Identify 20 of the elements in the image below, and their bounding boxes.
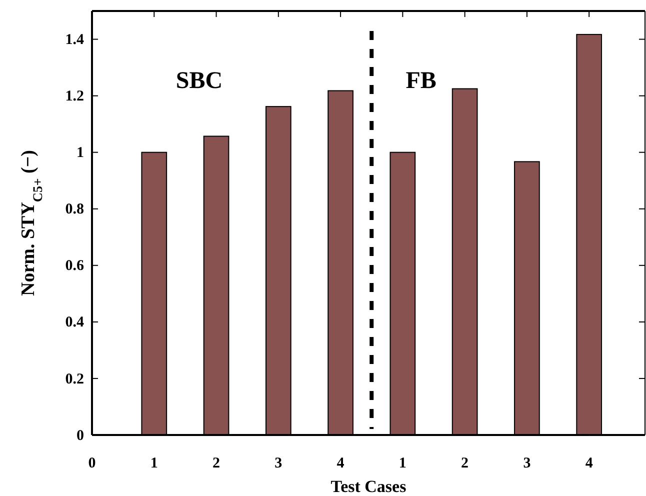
- x-tick-label: 0: [88, 456, 96, 472]
- y-tick-label: 0.2: [65, 371, 84, 388]
- y-tick-label: 1.2: [65, 88, 84, 105]
- y-tick-label: 0.6: [65, 258, 84, 274]
- y-tick-label: 0: [76, 428, 84, 444]
- y-tick-label: 0.4: [65, 314, 84, 331]
- x-tick-label: 4: [585, 456, 594, 472]
- x-tick-label: 3: [274, 456, 282, 472]
- x-tick-label: 3: [523, 456, 531, 472]
- y-tick-label: 1: [76, 145, 84, 162]
- annotation: FB: [406, 68, 436, 94]
- x-tick-label: 1: [150, 456, 158, 472]
- x-tick-label: 1: [398, 456, 406, 472]
- x-axis-title: Test Cases: [330, 477, 407, 496]
- y-tick-label: 1.4: [65, 32, 84, 48]
- x-tick-label: 2: [461, 456, 469, 472]
- x-tick-label: 4: [336, 456, 345, 472]
- x-tick-label: 2: [212, 456, 220, 472]
- annotation: SBC: [176, 68, 223, 94]
- y-tick-label: 0.8: [65, 202, 84, 218]
